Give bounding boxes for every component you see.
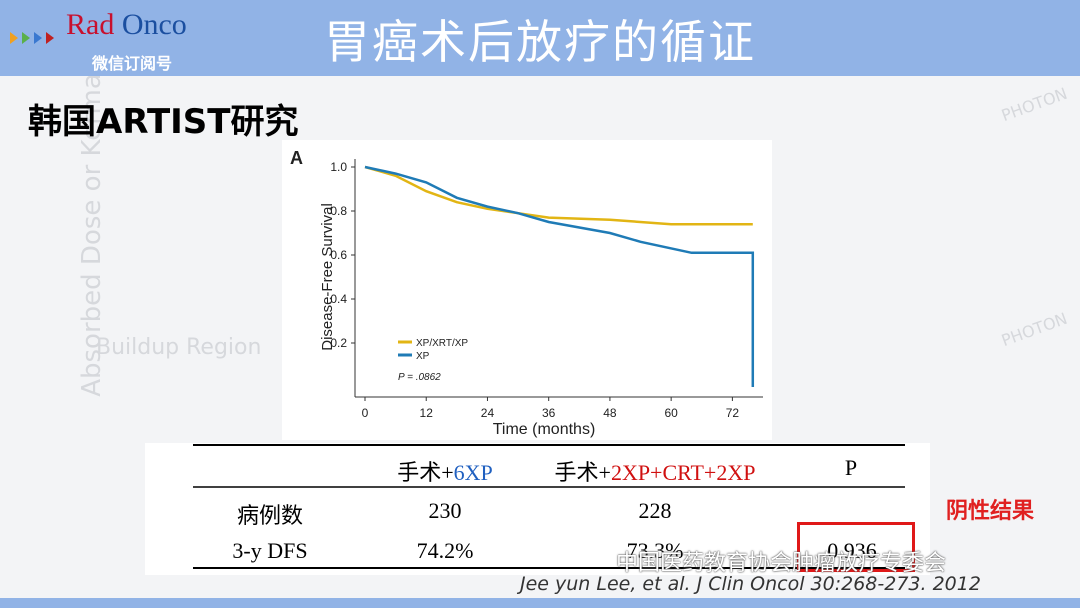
x-tick-label: 0 <box>362 406 369 420</box>
banner <box>0 0 1080 76</box>
subtitle: 韩国ARTIST研究 <box>28 102 299 142</box>
legend-label: XP <box>416 351 430 362</box>
panel-label: A <box>290 148 303 168</box>
y-tick-label: 0.8 <box>330 204 347 218</box>
logo-sub: 微信订阅号 <box>92 54 173 73</box>
x-axis-label: Time (months) <box>493 421 596 438</box>
km-chart: A 1.0 0.8 0.6 0.4 0.2 0 12 24 36 48 60 72 Disease-Fre… <box>282 140 772 440</box>
y-tick-label: 0.4 <box>330 292 347 306</box>
p-value: P = .0862 <box>398 372 441 383</box>
x-tick-label: 24 <box>481 406 495 420</box>
cell: 228 <box>638 498 672 523</box>
y-tick-label: 0.2 <box>330 336 347 350</box>
y-axis-label: Disease-Free Survival <box>319 203 336 351</box>
logo-arrows <box>10 32 54 44</box>
cell: 73.3% <box>626 538 684 563</box>
x-tick-label: 12 <box>420 406 434 420</box>
watermark: PHOTON <box>998 83 1070 126</box>
logo-part: Onco <box>121 8 187 41</box>
table: 手术+6XP 手术+2XP+CRT+2XP P 病例数 230 228 3-y … <box>145 443 930 575</box>
header-part: 6XP <box>453 460 493 485</box>
cell: 230 <box>428 498 462 523</box>
survival-curve <box>364 165 753 226</box>
row-label: 3-y DFS <box>232 538 308 563</box>
table-rules <box>193 444 905 569</box>
highlight-box <box>797 522 915 572</box>
column-header: 手术+6XP <box>345 455 545 487</box>
survival-curve <box>364 165 755 387</box>
header-part: 手术+ <box>554 460 611 485</box>
cell: 74.2% <box>416 538 474 563</box>
watermark: PHOTON <box>998 308 1070 351</box>
watermark: Buildup Region <box>96 335 262 360</box>
source-watermark: 中国医药教育协会肿瘤放疗专委会 <box>616 551 947 576</box>
cell: 0.936 <box>827 538 877 563</box>
legend-label: XP/XRT/XP <box>416 338 468 349</box>
x-tick-label: 36 <box>542 406 556 420</box>
footer-bar <box>0 598 1080 608</box>
annotation: 阴性结果 <box>946 499 1035 524</box>
header-part: 2XP+CRT+2XP <box>610 460 756 485</box>
x-tick-label: 60 <box>664 406 678 420</box>
citation: Jee yun Lee, et al. J Clin Oncol 30:268-… <box>520 573 981 595</box>
logo-part: Rad <box>66 8 115 41</box>
row-label: 病例数 <box>236 503 303 528</box>
logo: Rad Onco <box>66 8 187 42</box>
y-tick-label: 0.6 <box>330 248 347 262</box>
column-header: 手术+2XP+CRT+2XP <box>525 455 785 487</box>
column-header: P <box>844 455 858 480</box>
header-part: 手术+ <box>397 460 454 485</box>
x-tick-label: 48 <box>603 406 617 420</box>
title: 胃癌术后放疗的循证 <box>324 15 756 69</box>
y-tick-label: 1.0 <box>330 160 347 174</box>
x-tick-label: 72 <box>726 406 740 420</box>
